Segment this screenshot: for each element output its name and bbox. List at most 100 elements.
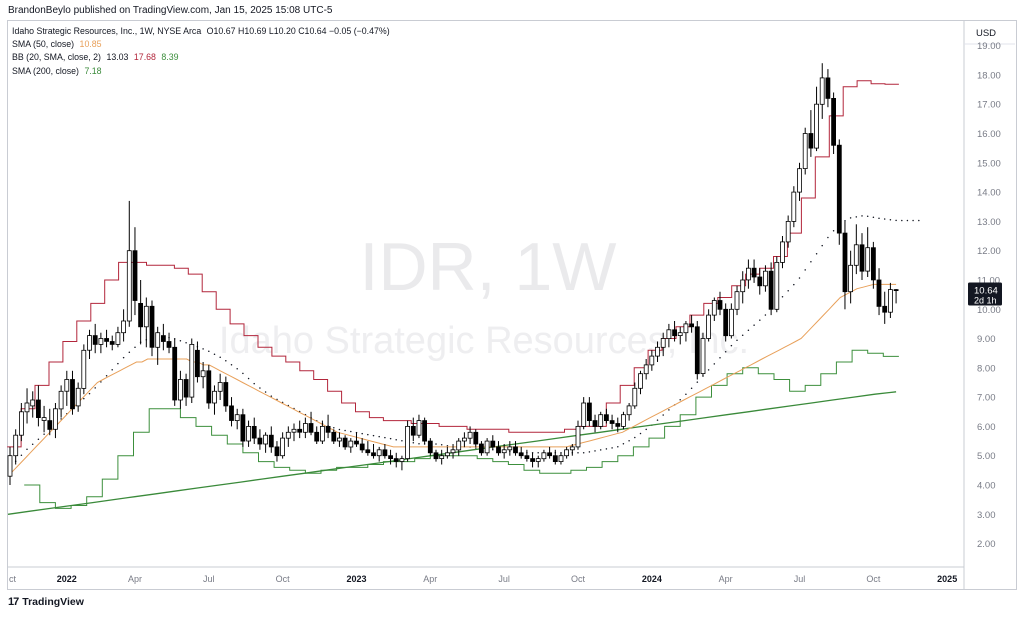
- candle-body[interactable]: [819, 77, 825, 105]
- candle-body[interactable]: [64, 379, 70, 392]
- candle-body[interactable]: [689, 323, 694, 328]
- candle-body[interactable]: [172, 346, 178, 401]
- candle-body[interactable]: [683, 323, 689, 334]
- candle-body[interactable]: [81, 349, 87, 389]
- candle-body[interactable]: [41, 417, 47, 421]
- candle-body[interactable]: [700, 338, 706, 374]
- candle-body[interactable]: [92, 335, 98, 345]
- candle-body[interactable]: [524, 455, 530, 460]
- candle-body[interactable]: [604, 414, 609, 422]
- candle-body[interactable]: [785, 220, 791, 243]
- candle-body[interactable]: [751, 267, 757, 278]
- candle-body[interactable]: [518, 452, 524, 457]
- candle-body[interactable]: [552, 455, 558, 463]
- candle-body[interactable]: [791, 191, 797, 222]
- candle-body[interactable]: [393, 458, 399, 462]
- candle-body[interactable]: [206, 370, 212, 404]
- candle-body[interactable]: [217, 382, 223, 392]
- candle-body[interactable]: [331, 431, 337, 442]
- candle-body[interactable]: [189, 343, 195, 398]
- candle-body[interactable]: [274, 446, 280, 457]
- candle-body[interactable]: [649, 355, 655, 366]
- candle-body[interactable]: [888, 289, 893, 313]
- candle-body[interactable]: [371, 452, 376, 457]
- candle-body[interactable]: [530, 458, 535, 462]
- candle-body[interactable]: [496, 446, 501, 454]
- candle-body[interactable]: [212, 390, 217, 404]
- candle-body[interactable]: [18, 411, 24, 436]
- candle-body[interactable]: [405, 425, 411, 459]
- candle-body[interactable]: [711, 300, 717, 316]
- candle-body[interactable]: [200, 370, 206, 378]
- candle-body[interactable]: [24, 402, 30, 413]
- candle-body[interactable]: [632, 387, 638, 407]
- candle-body[interactable]: [478, 443, 484, 454]
- candle-body[interactable]: [836, 144, 842, 234]
- candle-body[interactable]: [138, 302, 144, 328]
- candle-body[interactable]: [388, 455, 394, 460]
- candle-body[interactable]: [859, 244, 865, 272]
- candle-body[interactable]: [223, 382, 229, 407]
- candle-body[interactable]: [132, 250, 138, 301]
- candle-body[interactable]: [126, 250, 132, 322]
- candle-body[interactable]: [672, 329, 677, 337]
- candle-body[interactable]: [280, 437, 286, 457]
- candle-body[interactable]: [444, 452, 450, 457]
- candle-body[interactable]: [70, 379, 75, 410]
- candle-body[interactable]: [336, 437, 342, 442]
- candle-body[interactable]: [592, 420, 598, 427]
- candle-body[interactable]: [461, 437, 467, 442]
- candle-body[interactable]: [87, 335, 92, 351]
- candle-body[interactable]: [569, 446, 575, 451]
- candle-body[interactable]: [825, 77, 831, 99]
- candle-body[interactable]: [433, 452, 439, 460]
- candle-body[interactable]: [808, 133, 814, 149]
- candle-body[interactable]: [677, 332, 683, 337]
- candle-body[interactable]: [30, 399, 36, 407]
- candle-body[interactable]: [251, 425, 257, 439]
- candle-body[interactable]: [319, 425, 325, 442]
- candle-body[interactable]: [490, 440, 496, 448]
- candle-body[interactable]: [842, 232, 848, 293]
- candle-body[interactable]: [513, 446, 518, 454]
- candle-body[interactable]: [7, 455, 13, 477]
- candle-body[interactable]: [802, 133, 808, 169]
- candle-body[interactable]: [149, 305, 155, 348]
- candle-body[interactable]: [706, 314, 711, 339]
- candle-body[interactable]: [166, 341, 172, 348]
- candle-body[interactable]: [121, 320, 126, 334]
- candle-body[interactable]: [547, 452, 552, 457]
- candle-body[interactable]: [450, 449, 456, 454]
- candle-body[interactable]: [774, 261, 780, 310]
- candle-body[interactable]: [876, 279, 882, 307]
- candle-body[interactable]: [473, 431, 479, 445]
- candle-body[interactable]: [660, 338, 666, 348]
- candle-body[interactable]: [53, 408, 58, 430]
- candle-body[interactable]: [814, 103, 819, 149]
- candle-body[interactable]: [98, 338, 104, 345]
- candle-body[interactable]: [359, 443, 365, 451]
- candle-body[interactable]: [268, 434, 274, 448]
- candle-body[interactable]: [13, 434, 19, 457]
- candle-body[interactable]: [558, 455, 564, 463]
- candle-body[interactable]: [183, 379, 189, 398]
- candle-body[interactable]: [348, 440, 354, 448]
- tradingview-footer[interactable]: 17 TradingView: [8, 596, 84, 608]
- candle-body[interactable]: [399, 458, 405, 462]
- candle-body[interactable]: [831, 98, 836, 146]
- candle-body[interactable]: [194, 349, 200, 378]
- candle-body[interactable]: [609, 420, 615, 424]
- candle-body[interactable]: [768, 270, 774, 310]
- candle-body[interactable]: [564, 449, 569, 457]
- candle-body[interactable]: [240, 414, 246, 442]
- candle-body[interactable]: [382, 449, 388, 457]
- candle-body[interactable]: [694, 326, 700, 375]
- candle-body[interactable]: [439, 455, 445, 460]
- candle-body[interactable]: [342, 437, 348, 448]
- candle-body[interactable]: [723, 308, 729, 337]
- candle-body[interactable]: [143, 305, 149, 328]
- candle-body[interactable]: [615, 423, 621, 427]
- candle-body[interactable]: [467, 431, 473, 439]
- candle-body[interactable]: [882, 305, 888, 313]
